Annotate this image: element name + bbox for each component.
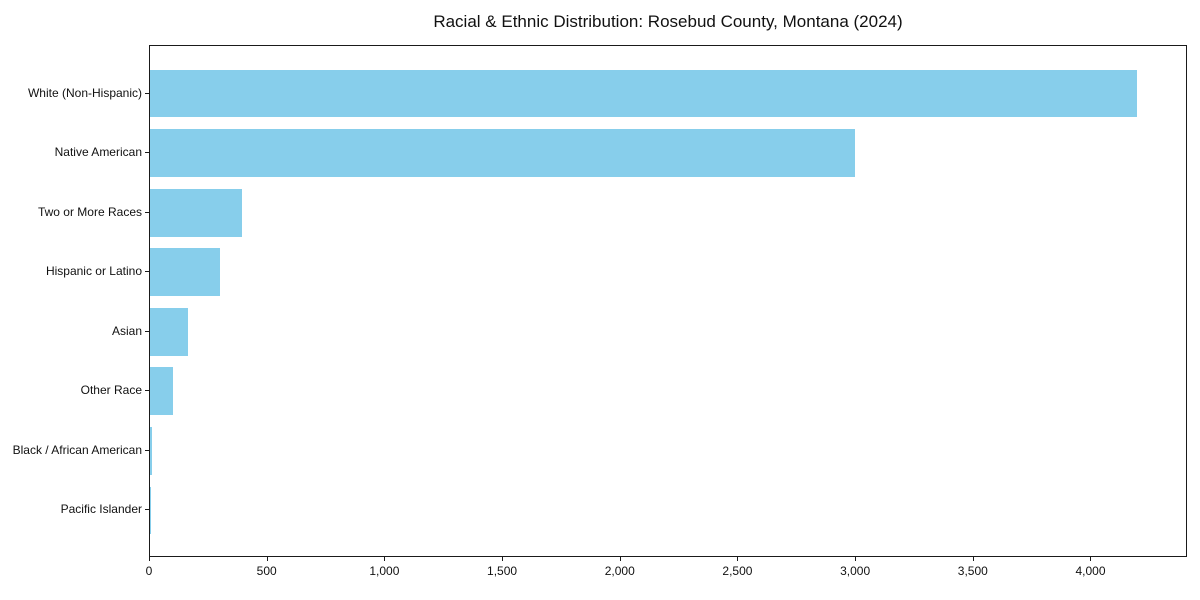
y-tick-mark (145, 449, 149, 451)
bar-pacific-islander (150, 486, 151, 535)
y-tick-mark (145, 152, 149, 154)
y-tick-label: Pacific Islander (60, 502, 142, 517)
bar-asian (150, 307, 188, 356)
y-tick-mark (145, 509, 149, 511)
x-tick-mark (619, 557, 621, 561)
y-tick-label: Other Race (80, 383, 142, 398)
y-tick-label: White (Non-Hispanic) (27, 85, 142, 100)
x-tick-mark (855, 557, 857, 561)
x-tick-mark (384, 557, 386, 561)
x-tick-mark (1090, 557, 1092, 561)
bar-two-or-more-races (150, 188, 242, 237)
x-tick-label: 2,500 (722, 564, 753, 578)
bar-black-african-american (150, 427, 152, 475)
x-tick-mark (737, 557, 739, 561)
x-tick-mark (502, 557, 504, 561)
y-tick-mark (145, 271, 149, 273)
x-tick-mark (972, 557, 974, 561)
plot-area (149, 45, 1187, 557)
x-tick-label: 3,500 (957, 564, 988, 578)
x-tick-label: 0 (145, 564, 153, 578)
y-tick-label: Two or More Races (37, 204, 142, 219)
y-tick-mark (145, 390, 149, 392)
y-tick-label: Hispanic or Latino (45, 264, 142, 279)
x-tick-label: 3,000 (840, 564, 871, 578)
y-tick-label: Black / African American (12, 442, 142, 457)
y-tick-mark (145, 92, 149, 94)
y-tick-label: Asian (111, 323, 142, 338)
y-tick-label: Native American (54, 145, 142, 160)
chart-title: Racial & Ethnic Distribution: Rosebud Co… (433, 12, 903, 31)
x-tick-label: 500 (256, 564, 277, 578)
y-tick-mark (145, 330, 149, 332)
x-tick-label: 1,000 (369, 564, 400, 578)
bar-white-non-hispanic (150, 69, 1137, 118)
x-tick-label: 1,500 (487, 564, 518, 578)
bar-hispanic-or-latino (150, 248, 221, 297)
x-tick-label: 2,000 (604, 564, 635, 578)
bar-native-american (150, 129, 855, 177)
y-tick-mark (145, 211, 149, 213)
x-tick-label: 4,000 (1075, 564, 1106, 578)
bar-other-race (150, 367, 174, 416)
x-tick-mark (149, 557, 150, 561)
x-tick-mark (266, 557, 268, 561)
